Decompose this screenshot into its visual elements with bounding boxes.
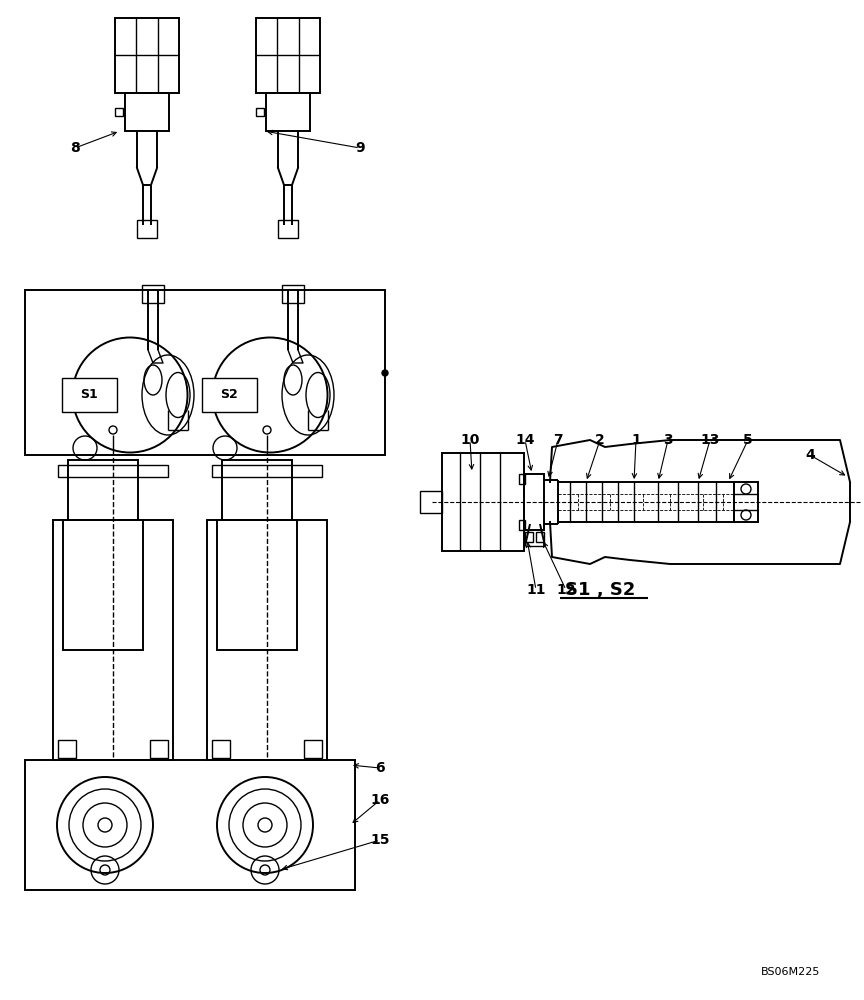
Bar [53,520,173,760]
Bar [202,378,257,412]
Bar [142,285,164,303]
Text: BS06M225: BS06M225 [760,967,820,977]
Bar [68,460,138,520]
Circle shape [382,370,388,376]
Bar [278,220,298,238]
Text: 3: 3 [664,433,673,447]
Bar [256,108,264,116]
Bar [58,740,76,758]
Bar [25,290,385,455]
Bar [282,285,304,303]
Bar [125,93,169,131]
Text: 15: 15 [371,833,390,847]
Text: S1: S1 [80,388,98,401]
Bar [137,220,157,238]
Text: 2: 2 [595,433,605,447]
Bar [25,760,355,890]
Bar [212,465,322,477]
Bar [442,453,524,551]
Bar [212,740,230,758]
Bar [62,378,117,412]
Bar [150,740,168,758]
Text: 13: 13 [701,433,720,447]
Bar [256,18,320,93]
Text: 4: 4 [805,448,815,462]
Bar [558,482,734,522]
Text: 9: 9 [355,141,365,155]
Text: S1 , S2: S1 , S2 [565,581,635,599]
Bar [519,474,525,484]
Text: 11: 11 [526,583,546,597]
Text: 6: 6 [375,761,384,775]
Text: 5: 5 [743,433,753,447]
Bar [536,532,544,542]
Bar [207,520,327,760]
Bar [524,474,544,530]
Bar [266,93,310,131]
Text: 8: 8 [70,141,79,155]
Bar [525,532,533,542]
Text: S2: S2 [220,388,238,401]
Bar [519,520,525,530]
Bar [420,491,442,513]
Bar [222,460,292,520]
Bar [115,108,123,116]
Bar [63,520,143,650]
Bar [734,482,758,522]
Text: 1: 1 [631,433,641,447]
Bar [217,520,297,650]
Text: 10: 10 [461,433,480,447]
Text: 16: 16 [371,793,390,807]
Bar [304,740,322,758]
Bar [115,18,179,93]
Text: 12: 12 [556,583,575,597]
Text: 7: 7 [553,433,562,447]
Text: 14: 14 [515,433,535,447]
Bar [58,465,168,477]
